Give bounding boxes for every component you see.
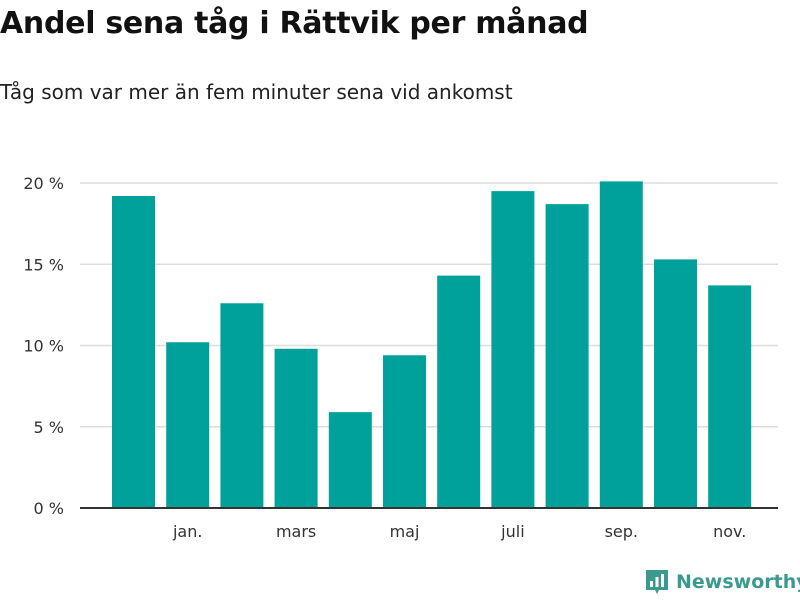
bar-juni[interactable]: [437, 275, 481, 508]
newsworthy-logo-icon: [646, 570, 668, 594]
bar-dec.[interactable]: [112, 196, 155, 508]
x-tick-label: nov.: [713, 522, 746, 541]
bar-mars[interactable]: [274, 348, 318, 508]
y-axis-labels: 0 % 5 % 10 % 15 % 20 %: [23, 174, 64, 518]
x-axis-labels: jan. mars maj juli sep. nov.: [172, 522, 746, 541]
y-tick-label: 20 %: [23, 174, 64, 193]
bar-maj[interactable]: [383, 355, 426, 508]
chart-title: Andel sena tåg i Rättvik per månad: [0, 6, 589, 41]
bar-okt.[interactable]: [654, 259, 697, 508]
bar-april[interactable]: [328, 412, 372, 508]
chart-subtitle: Tåg som var mer än fem minuter sena vid …: [0, 80, 513, 104]
x-tick-label: mars: [276, 522, 316, 541]
y-tick-label: 10 %: [23, 337, 64, 356]
y-tick-label: 5 %: [34, 418, 64, 437]
bar-juli[interactable]: [491, 191, 535, 508]
bars: [112, 181, 752, 508]
y-tick-label: 15 %: [23, 255, 64, 274]
x-tick-label: sep.: [605, 522, 638, 541]
x-tick-label: maj: [390, 522, 420, 541]
bar-nov.[interactable]: [708, 285, 752, 508]
x-tick-label: juli: [500, 522, 524, 541]
bar-aug.[interactable]: [545, 204, 589, 508]
bar-feb.[interactable]: [220, 303, 264, 508]
y-tick-label: 0 %: [34, 499, 64, 518]
bar-sep.[interactable]: [599, 181, 643, 508]
x-tick-label: jan.: [172, 522, 202, 541]
brand-name: Newsworthy: [676, 571, 800, 593]
bar-jan.[interactable]: [166, 342, 210, 508]
newsworthy-brand[interactable]: Newsworthy: [644, 568, 800, 596]
